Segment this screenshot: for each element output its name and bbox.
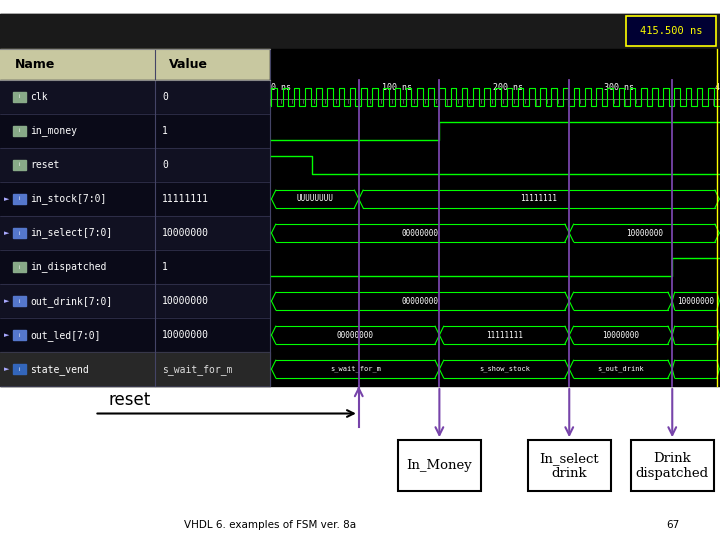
Text: in_select[7:0]: in_select[7:0] bbox=[30, 227, 112, 239]
Text: ►: ► bbox=[4, 366, 9, 372]
Bar bbox=[13, 194, 26, 204]
Text: reset: reset bbox=[30, 160, 60, 170]
Text: 0: 0 bbox=[162, 160, 168, 170]
Bar bbox=[13, 160, 26, 170]
Text: Value: Value bbox=[169, 58, 208, 71]
Text: In_select
drink: In_select drink bbox=[539, 452, 599, 480]
Bar bbox=[0, 284, 270, 318]
Text: reset: reset bbox=[109, 391, 151, 409]
Text: i: i bbox=[19, 265, 20, 269]
Bar bbox=[0, 14, 720, 386]
Text: UUUUUUUU: UUUUUUUU bbox=[297, 194, 333, 204]
Text: i: i bbox=[19, 197, 20, 201]
Text: Drink
dispatched: Drink dispatched bbox=[636, 452, 708, 480]
Text: 200 ns: 200 ns bbox=[493, 83, 523, 92]
Text: 1: 1 bbox=[162, 262, 168, 272]
Text: 0: 0 bbox=[162, 92, 168, 102]
Bar bbox=[13, 364, 26, 374]
Bar bbox=[13, 126, 26, 136]
Text: 100 ns: 100 ns bbox=[382, 83, 413, 92]
Text: 10000000: 10000000 bbox=[626, 228, 663, 238]
Text: 11111111: 11111111 bbox=[486, 330, 523, 340]
Bar bbox=[0, 14, 720, 49]
Text: 400 ns: 400 ns bbox=[715, 83, 720, 92]
Bar bbox=[398, 440, 481, 491]
Text: i: i bbox=[19, 333, 20, 338]
Text: ►: ► bbox=[4, 230, 9, 236]
Text: VHDL 6. examples of FSM ver. 8a: VHDL 6. examples of FSM ver. 8a bbox=[184, 520, 356, 530]
Text: Name: Name bbox=[14, 58, 55, 71]
Text: 00000000: 00000000 bbox=[337, 330, 374, 340]
Bar bbox=[0, 250, 270, 284]
Text: state_vend: state_vend bbox=[30, 363, 89, 375]
Text: s_wait_for_m: s_wait_for_m bbox=[162, 363, 233, 375]
Text: 10000000: 10000000 bbox=[602, 330, 639, 340]
Text: i: i bbox=[19, 299, 20, 303]
Text: 10000000: 10000000 bbox=[162, 330, 209, 340]
Bar bbox=[13, 262, 26, 272]
Bar bbox=[0, 182, 270, 216]
Bar bbox=[0, 216, 270, 250]
Bar bbox=[0, 114, 270, 148]
Bar bbox=[270, 49, 720, 80]
Text: 0 ns: 0 ns bbox=[271, 83, 292, 92]
Text: in_dispatched: in_dispatched bbox=[30, 261, 107, 273]
Text: 300 ns: 300 ns bbox=[604, 83, 634, 92]
Text: 415.500 ns: 415.500 ns bbox=[640, 26, 703, 36]
Text: in_money: in_money bbox=[30, 125, 77, 137]
Text: i: i bbox=[19, 163, 20, 167]
Bar bbox=[13, 228, 26, 238]
Text: ►: ► bbox=[4, 332, 9, 338]
Text: 00000000: 00000000 bbox=[402, 296, 439, 306]
Text: in_stock[7:0]: in_stock[7:0] bbox=[30, 193, 107, 205]
Text: 10000000: 10000000 bbox=[162, 228, 209, 238]
Text: s_wait_for_m: s_wait_for_m bbox=[330, 366, 381, 373]
Text: 00000000: 00000000 bbox=[402, 228, 439, 238]
Text: s_out_drink: s_out_drink bbox=[598, 366, 644, 373]
Text: i: i bbox=[19, 367, 20, 372]
Bar bbox=[13, 92, 26, 102]
Text: 10000000: 10000000 bbox=[162, 296, 209, 306]
Bar bbox=[626, 16, 716, 46]
Text: out_drink[7:0]: out_drink[7:0] bbox=[30, 295, 112, 307]
Text: i: i bbox=[19, 129, 20, 133]
Bar bbox=[528, 440, 611, 491]
Bar bbox=[0, 352, 270, 386]
Text: In_Money: In_Money bbox=[407, 459, 472, 472]
Text: i: i bbox=[19, 94, 20, 99]
Bar bbox=[13, 330, 26, 340]
Bar bbox=[0, 318, 270, 352]
Text: 10000000: 10000000 bbox=[678, 296, 714, 306]
Bar bbox=[0, 49, 270, 80]
Text: 67: 67 bbox=[667, 520, 680, 530]
Text: clk: clk bbox=[30, 92, 48, 102]
Text: ►: ► bbox=[4, 196, 9, 202]
Text: ►: ► bbox=[4, 298, 9, 304]
Text: 1: 1 bbox=[162, 126, 168, 136]
Text: out_led[7:0]: out_led[7:0] bbox=[30, 329, 101, 341]
Text: s_show_stock: s_show_stock bbox=[479, 366, 530, 373]
Text: 11111111: 11111111 bbox=[521, 194, 557, 204]
Bar bbox=[631, 440, 714, 491]
Bar bbox=[0, 80, 270, 114]
Bar bbox=[13, 296, 26, 306]
Text: 11111111: 11111111 bbox=[162, 194, 209, 204]
Text: i: i bbox=[19, 231, 20, 235]
Bar bbox=[0, 148, 270, 182]
